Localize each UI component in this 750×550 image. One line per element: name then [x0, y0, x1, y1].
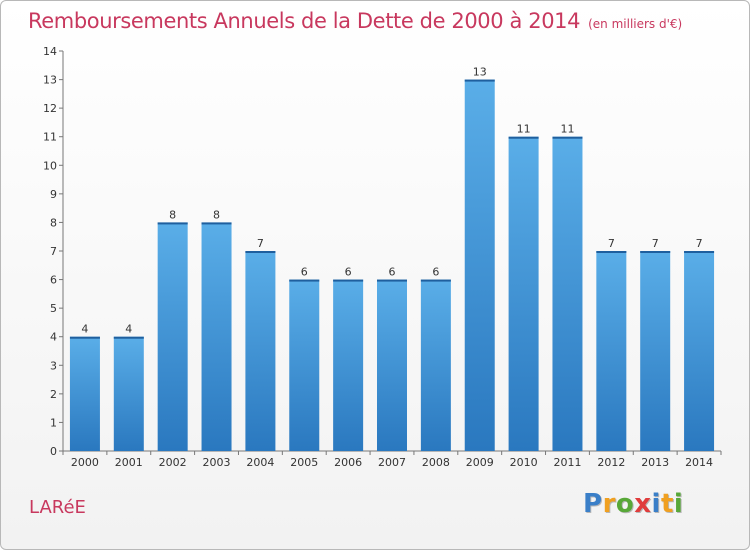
- data-label-2010: 11: [517, 123, 531, 136]
- bar-top-edge: [596, 251, 627, 253]
- y-tick-label: 7: [50, 245, 57, 258]
- y-tick-label: 1: [50, 416, 57, 429]
- y-tick-label: 13: [43, 74, 57, 87]
- bar-top-edge: [333, 279, 364, 282]
- bar-2006: [333, 279, 364, 451]
- bar-top-edge: [69, 336, 100, 339]
- bar-top-edge: [508, 136, 539, 139]
- bar-top-edge: [201, 222, 232, 225]
- logo-letter: P: [583, 489, 603, 519]
- data-label-2007: 6: [389, 266, 396, 279]
- bar-2001: [113, 336, 144, 451]
- y-tick-label: 3: [50, 359, 57, 372]
- x-tick-label-2010: 2010: [510, 456, 538, 469]
- x-tick-label-2001: 2001: [115, 456, 143, 469]
- bars: 4 4 8 8 7 6 6 6 6 13 11 11 7 7 7: [69, 66, 715, 452]
- bar-2003: [201, 222, 232, 451]
- x-tick-label-2014: 2014: [685, 456, 713, 469]
- x-tick-label-2009: 2009: [466, 456, 494, 469]
- data-label-2000: 4: [81, 323, 88, 336]
- x-tick-label-2012: 2012: [597, 456, 625, 469]
- y-tick-label: 5: [50, 302, 57, 315]
- y-tick-label: 11: [43, 131, 57, 144]
- bar-top-edge: [684, 251, 715, 253]
- bar-2008: [420, 279, 451, 451]
- logo-letter: o: [615, 489, 635, 519]
- bar-2000: [69, 336, 100, 451]
- chart-title-text: Remboursements Annuels de la Dette de 20…: [28, 9, 581, 33]
- x-tick-label-2008: 2008: [422, 456, 450, 469]
- y-tick-label: 6: [50, 274, 57, 287]
- data-label-2003: 8: [213, 208, 220, 221]
- data-label-2006: 6: [345, 266, 352, 279]
- data-label-2009: 13: [473, 66, 487, 79]
- data-label-2008: 6: [432, 266, 439, 279]
- logo-letter: t: [660, 489, 674, 519]
- bar-top-edge: [552, 136, 583, 139]
- data-label-2014: 7: [696, 237, 703, 250]
- logo-letter: i: [651, 489, 661, 519]
- data-label-2013: 7: [652, 237, 659, 250]
- y-tick-label: 2: [50, 388, 57, 401]
- y-tick-label: 4: [50, 331, 57, 344]
- bar-2004: [245, 251, 276, 451]
- y-tick-label: 0: [50, 445, 57, 458]
- data-label-2004: 7: [257, 237, 264, 250]
- x-tick-label-2000: 2000: [71, 456, 99, 469]
- bar-2011: [552, 136, 583, 451]
- y-tick-label: 9: [50, 188, 57, 201]
- y-tick-label: 10: [43, 159, 57, 172]
- bar-2013: [640, 251, 671, 451]
- bar-top-edge: [420, 279, 451, 282]
- bar-top-edge: [245, 251, 276, 253]
- y-tick-label: 12: [43, 102, 57, 115]
- bar-2007: [377, 279, 407, 451]
- data-label-2012: 7: [608, 237, 615, 250]
- x-tick-label-2002: 2002: [159, 456, 187, 469]
- chart-title: Remboursements Annuels de la Dette de 20…: [28, 9, 682, 33]
- chart-subtitle: (en milliers d'€): [588, 17, 683, 31]
- data-label-2002: 8: [169, 208, 176, 221]
- logo-letter: i: [673, 489, 684, 519]
- bar-top-edge: [289, 279, 320, 282]
- bar-2010: [508, 136, 539, 451]
- bar-top-edge: [157, 222, 188, 225]
- x-tick-label-2005: 2005: [290, 456, 318, 469]
- x-tick-label-2007: 2007: [378, 456, 406, 469]
- x-tick-label-2003: 2003: [203, 456, 231, 469]
- logo-letter: r: [602, 489, 616, 519]
- x-tick-label-2004: 2004: [246, 456, 274, 469]
- x-tick-label-2006: 2006: [334, 456, 362, 469]
- bar-2009: [464, 79, 495, 452]
- bar-top-edge: [113, 336, 144, 339]
- bar-2014: [684, 251, 715, 451]
- bar-2005: [289, 279, 320, 451]
- logo-letter: x: [634, 489, 652, 519]
- y-tick-label: 14: [43, 45, 57, 58]
- data-label-2001: 4: [125, 323, 132, 336]
- data-label-2011: 11: [560, 123, 574, 136]
- proxiti-logo: Proxiti: [583, 489, 683, 519]
- bar-top-edge: [377, 279, 407, 282]
- bar-2002: [157, 222, 188, 451]
- x-tick-label-2011: 2011: [553, 456, 581, 469]
- bar-top-edge: [464, 79, 495, 82]
- data-label-2005: 6: [301, 266, 308, 279]
- x-tick-label-2013: 2013: [641, 456, 669, 469]
- y-tick-label: 8: [50, 216, 57, 229]
- commune-name: LARéE: [29, 497, 86, 518]
- bar-2012: [596, 251, 627, 451]
- bar-top-edge: [640, 251, 671, 253]
